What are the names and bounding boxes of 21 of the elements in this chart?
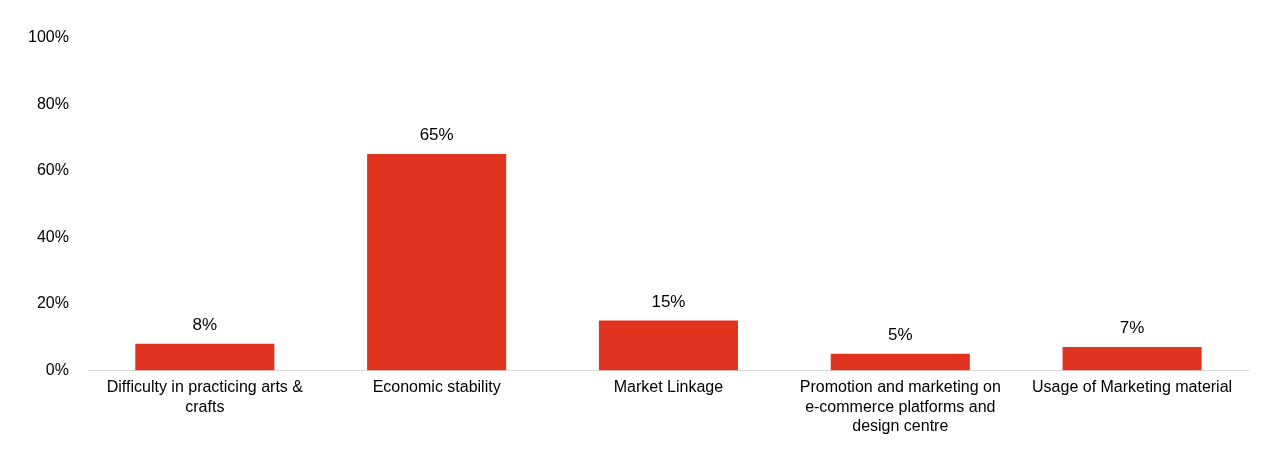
bar — [135, 343, 275, 371]
data-label: 5% — [887, 324, 913, 344]
x-tick-label: Economic stability — [372, 378, 501, 396]
x-tick-label: Market Linkage — [613, 378, 724, 396]
y-tick-label: 0% — [45, 360, 69, 378]
bar — [1062, 347, 1202, 371]
bar — [598, 320, 739, 371]
data-label: 15% — [651, 291, 686, 311]
bar — [830, 353, 970, 371]
data-label: 7% — [1119, 318, 1145, 338]
y-tick-label: 100% — [28, 28, 69, 46]
x-tick-label: Usage of Marketing material — [1032, 378, 1233, 396]
data-label: 8% — [192, 314, 218, 334]
y-tick-label: 60% — [36, 161, 69, 179]
bar — [367, 154, 507, 371]
y-tick-label: 80% — [36, 94, 69, 112]
y-tick-label: 40% — [36, 227, 69, 245]
x-tick-label: Promotion and marketing on e-commerce platforms and design centre — [799, 378, 1001, 434]
y-tick-label: 20% — [36, 294, 69, 312]
x-tick-label: Difficulty in practicing arts & crafts — [106, 378, 304, 415]
data-label: 65% — [419, 125, 454, 145]
